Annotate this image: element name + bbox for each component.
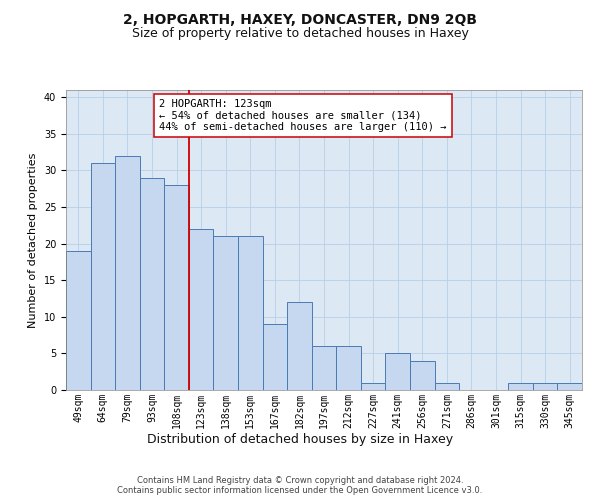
Bar (410, 360, 434, 390)
Bar (189, 229, 214, 390)
Bar (361, 382, 385, 390)
Bar (434, 382, 459, 390)
Bar (91, 163, 115, 390)
Bar (533, 382, 557, 390)
Bar (66, 251, 91, 390)
Bar (385, 354, 410, 390)
Bar (164, 185, 189, 390)
Text: Contains HM Land Registry data © Crown copyright and database right 2024.
Contai: Contains HM Land Registry data © Crown c… (118, 476, 482, 495)
Bar (312, 346, 336, 390)
Bar (508, 382, 533, 390)
Y-axis label: Number of detached properties: Number of detached properties (28, 152, 38, 328)
Text: Size of property relative to detached houses in Haxey: Size of property relative to detached ho… (131, 28, 469, 40)
Text: 2 HOPGARTH: 123sqm
← 54% of detached houses are smaller (134)
44% of semi-detach: 2 HOPGARTH: 123sqm ← 54% of detached hou… (159, 99, 446, 132)
Text: 2, HOPGARTH, HAXEY, DONCASTER, DN9 2QB: 2, HOPGARTH, HAXEY, DONCASTER, DN9 2QB (123, 12, 477, 26)
Bar (115, 156, 140, 390)
Bar (287, 302, 312, 390)
Bar (140, 178, 164, 390)
Bar (336, 346, 361, 390)
Bar (557, 382, 582, 390)
Bar (238, 236, 263, 390)
Bar (263, 324, 287, 390)
Text: Distribution of detached houses by size in Haxey: Distribution of detached houses by size … (147, 432, 453, 446)
Bar (214, 236, 238, 390)
